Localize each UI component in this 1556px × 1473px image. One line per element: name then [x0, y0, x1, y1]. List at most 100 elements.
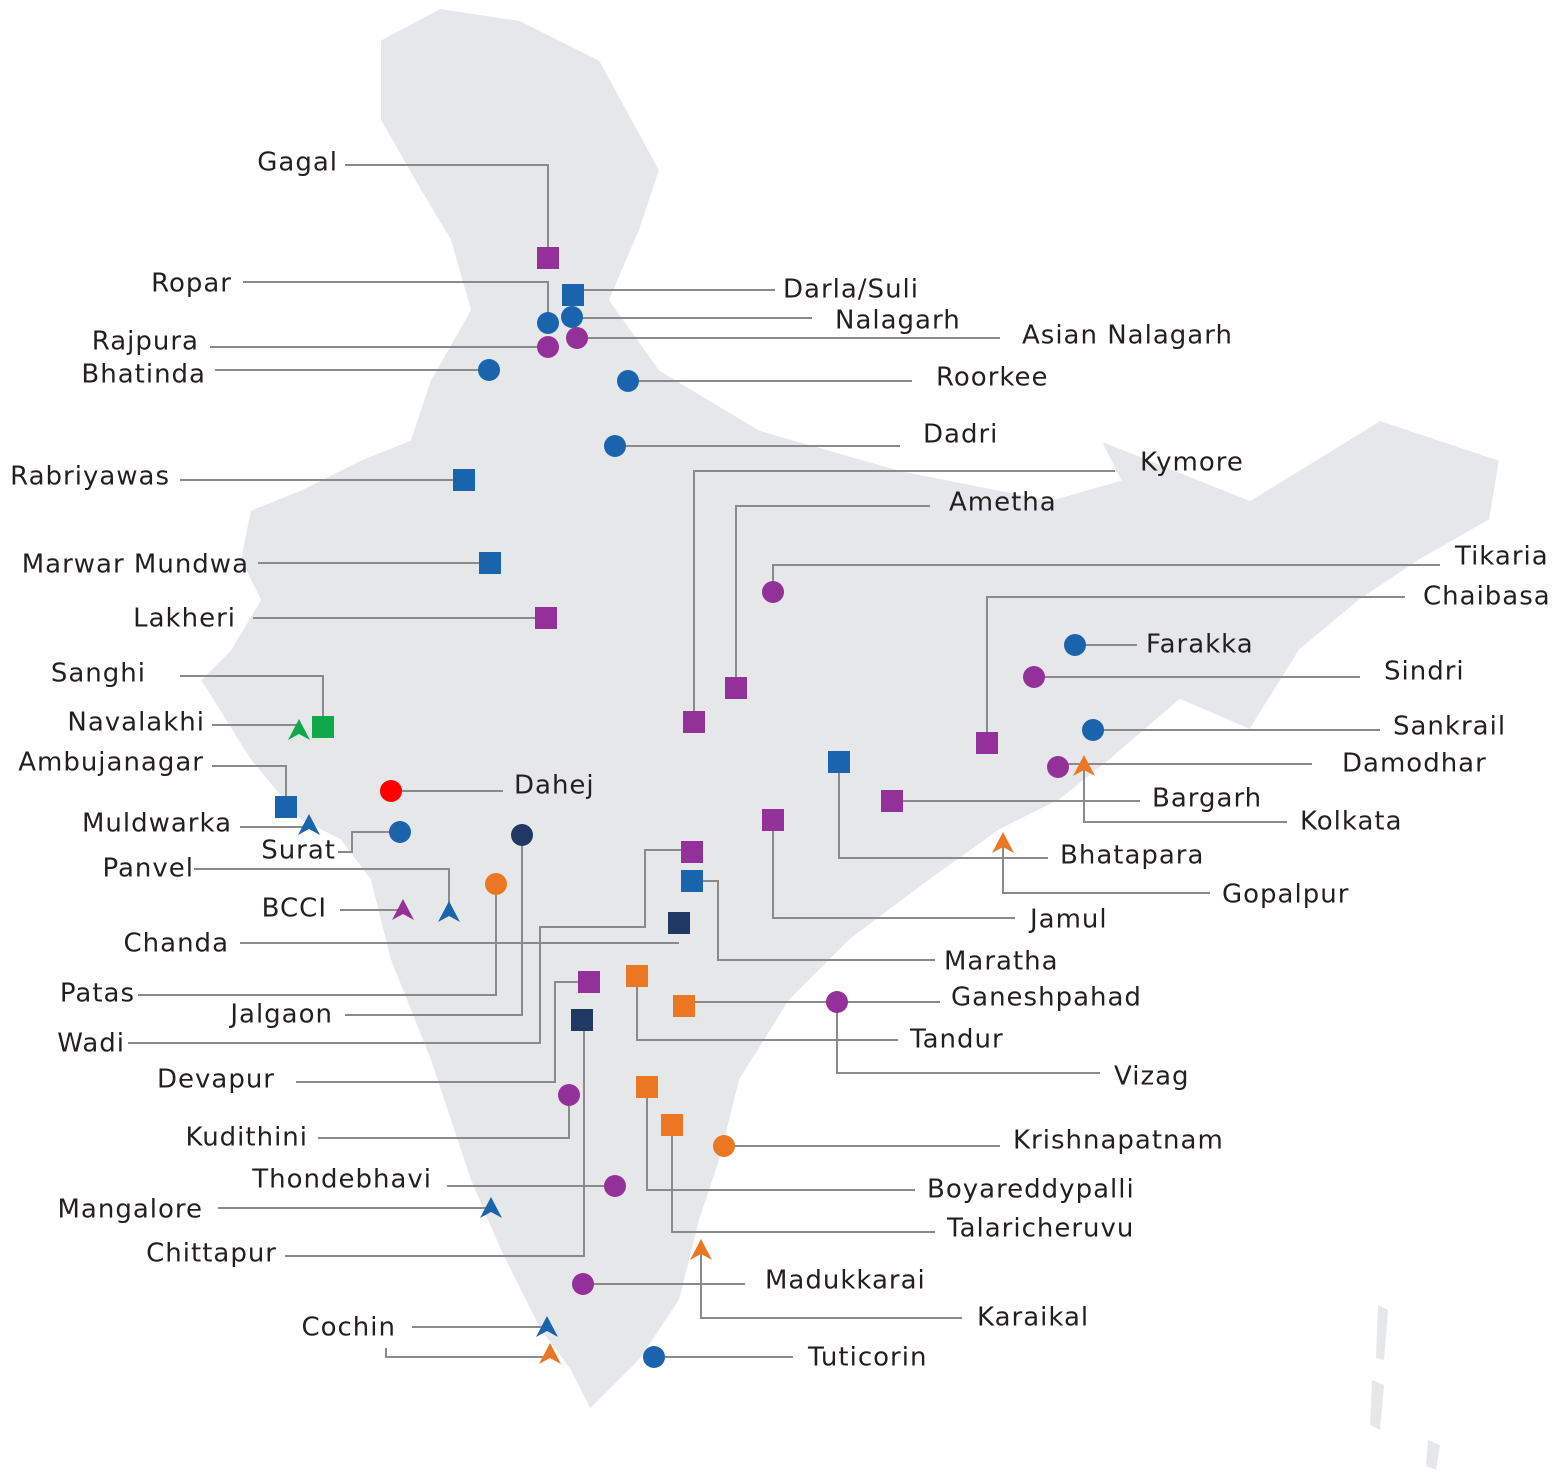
site-marker	[643, 1346, 665, 1368]
leader-line	[345, 835, 523, 1016]
site-marker	[561, 306, 583, 328]
site-marker	[566, 327, 588, 349]
site-marker	[562, 284, 584, 306]
leader-line	[700, 1250, 962, 1319]
site-marker	[881, 790, 903, 812]
site-label: Nalagarh	[835, 306, 961, 336]
leader-line	[338, 831, 400, 853]
site-marker	[604, 1175, 626, 1197]
site-marker	[636, 1076, 658, 1098]
site-label: Dadri	[923, 420, 998, 450]
site-label: Sankrail	[1393, 712, 1506, 742]
leader-line	[243, 281, 549, 313]
site-marker	[537, 312, 559, 334]
site-label: Karaikal	[977, 1303, 1089, 1333]
site-label: Lakheri	[133, 604, 236, 634]
island	[1426, 1440, 1440, 1470]
site-marker	[480, 1197, 502, 1218]
site-markers	[275, 247, 1104, 1368]
site-marker	[626, 965, 648, 987]
site-label: Chaibasa	[1423, 582, 1551, 612]
site-label: Krishnapatnam	[1013, 1126, 1224, 1156]
site-marker	[681, 841, 703, 863]
site-label: Chanda	[124, 929, 229, 959]
leader-line	[636, 976, 898, 1041]
site-marker	[453, 469, 475, 491]
leader-line	[693, 470, 1115, 722]
site-label: Damodhar	[1342, 749, 1487, 779]
site-label: Tuticorin	[807, 1343, 927, 1373]
site-marker	[298, 814, 320, 835]
site-marker	[312, 716, 334, 738]
site-marker	[661, 1114, 683, 1136]
site-label: Panvel	[102, 854, 194, 884]
leader-line	[986, 596, 1405, 743]
site-marker	[558, 1084, 580, 1106]
site-marker	[762, 809, 784, 831]
site-label: Vizag	[1114, 1062, 1190, 1092]
site-marker	[683, 711, 705, 733]
site-marker	[389, 821, 411, 843]
site-label: Farakka	[1146, 630, 1254, 660]
site-label: Dahej	[514, 771, 595, 801]
site-marker	[992, 832, 1014, 853]
site-label: Kudithini	[185, 1123, 308, 1153]
island	[1376, 1305, 1388, 1360]
site-label: Cochin	[301, 1313, 396, 1343]
site-marker	[537, 336, 559, 358]
site-label: Devapur	[157, 1065, 275, 1095]
site-marker	[537, 247, 559, 269]
site-marker	[828, 751, 850, 773]
site-marker	[572, 1273, 594, 1295]
site-label: Rajpura	[92, 327, 199, 357]
leader-line	[735, 505, 930, 688]
site-marker	[578, 971, 600, 993]
site-label: Ametha	[949, 488, 1057, 518]
leader-line	[772, 820, 1015, 919]
site-marker	[539, 1343, 561, 1364]
site-marker	[485, 873, 507, 895]
site-marker	[511, 824, 533, 846]
leader-line	[1002, 843, 1210, 894]
site-label: Wadi	[57, 1029, 125, 1059]
site-label: Jalgaon	[228, 1000, 333, 1030]
leader-line	[838, 762, 1048, 859]
site-marker	[668, 912, 690, 934]
site-marker	[1082, 719, 1104, 741]
site-marker	[604, 435, 626, 457]
site-label: Gagal	[257, 148, 338, 178]
site-marker	[1073, 755, 1095, 776]
site-marker	[690, 1239, 712, 1260]
site-label: Bhatapara	[1060, 841, 1204, 871]
site-marker	[725, 677, 747, 699]
site-label: Darla/Suli	[783, 275, 919, 305]
leader-line	[836, 1002, 1100, 1074]
leader-line	[212, 765, 287, 807]
leader-line	[318, 1095, 570, 1139]
site-label: Tikaria	[1454, 542, 1549, 572]
site-label: Ganeshpahad	[951, 983, 1142, 1013]
site-label: Kymore	[1140, 448, 1244, 478]
site-marker	[976, 732, 998, 754]
site-label: Surat	[261, 836, 336, 866]
site-marker	[288, 719, 310, 740]
site-marker	[681, 870, 703, 892]
site-label: Navalakhi	[67, 708, 205, 738]
site-marker	[1064, 634, 1086, 656]
site-marker	[479, 552, 501, 574]
site-marker	[571, 1009, 593, 1031]
site-label: Kolkata	[1300, 807, 1403, 837]
leader-line	[646, 1087, 915, 1191]
site-label: Marwar Mundwa	[22, 550, 249, 580]
leader-line	[128, 849, 692, 1044]
site-marker	[392, 899, 414, 920]
site-marker	[438, 901, 460, 922]
site-label: Sanghi	[51, 659, 146, 689]
site-label: Jamul	[1028, 905, 1108, 935]
leader-line	[385, 1348, 550, 1358]
site-label: Chittapur	[146, 1239, 277, 1269]
site-label: Asian Nalagarh	[1022, 321, 1233, 351]
site-marker	[275, 796, 297, 818]
site-label: Tandur	[909, 1025, 1004, 1055]
